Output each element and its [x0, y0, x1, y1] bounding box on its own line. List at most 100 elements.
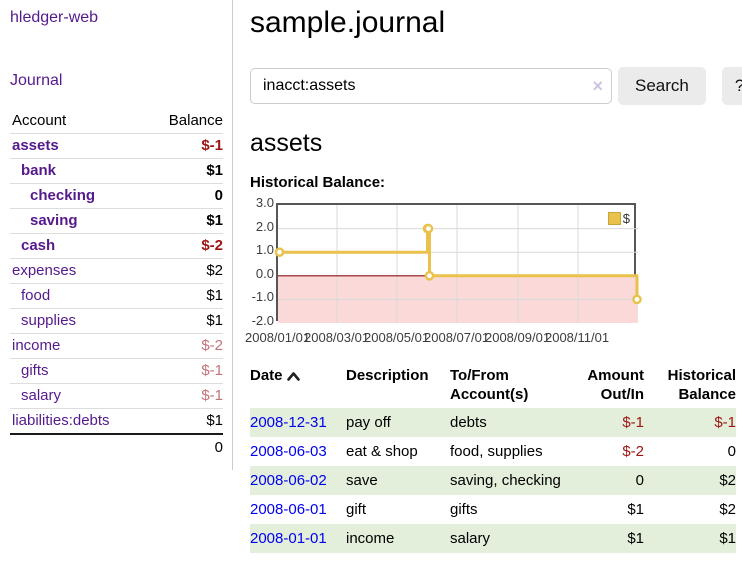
search-button[interactable]: Search	[618, 67, 706, 105]
x-axis-tick: 2008/01/01	[245, 330, 310, 345]
data-point-marker	[276, 249, 283, 256]
account-row: food $1	[10, 283, 223, 308]
transaction-date-link[interactable]: 2008-06-03	[250, 443, 327, 460]
account-row: checking0	[10, 183, 223, 208]
register-cell-accounts: food, supplies	[450, 437, 562, 466]
account-row: expenses $2	[10, 258, 223, 283]
transaction-date-link[interactable]: 2008-12-31	[250, 414, 327, 431]
y-axis-tick: -1.0	[250, 290, 274, 304]
transaction-date-link[interactable]: 2008-01-01	[250, 530, 327, 547]
account-row: cash$-2	[10, 233, 223, 258]
account-balance: $1	[206, 162, 223, 180]
accounts-table-header: Account Balance	[10, 109, 223, 133]
sidebar-account-link[interactable]: income	[10, 337, 60, 355]
register-col-historical-balance: Historical Balance	[644, 364, 736, 408]
nav-journal: Journal	[10, 72, 222, 90]
sidebar-account-link[interactable]: assets	[10, 137, 59, 155]
chart-legend: $	[608, 211, 630, 226]
x-axis-tick: 2008/03/01	[304, 330, 369, 345]
search-input[interactable]	[250, 68, 612, 104]
x-axis-tick: 2008/11/01	[545, 330, 609, 345]
main-content: sample.journal × Search ? assets Histori…	[250, 0, 736, 553]
brand-link[interactable]: hledger-web	[10, 9, 98, 26]
y-axis-tick: 0.0	[250, 267, 274, 281]
register-row: 2008-06-02savesaving, checking0$2	[250, 466, 736, 495]
sidebar-account-link[interactable]: salary	[10, 387, 61, 405]
chart-plot-area: $	[276, 203, 636, 321]
journal-link[interactable]: Journal	[10, 72, 62, 89]
data-point-marker	[633, 296, 640, 303]
account-balance: $1	[206, 212, 223, 230]
sort-ascending-icon	[287, 372, 300, 381]
transaction-date-link[interactable]: 2008-06-01	[250, 501, 327, 518]
clear-search-icon[interactable]: ×	[592, 76, 603, 96]
register-cell-date: 2008-06-03	[250, 437, 346, 466]
sidebar-account-link[interactable]: checking	[10, 187, 95, 205]
y-axis-tick: 3.0	[250, 196, 274, 210]
register-cell-date: 2008-06-02	[250, 466, 346, 495]
accounts-col-balance: Balance	[169, 112, 223, 129]
sidebar-account-link[interactable]: supplies	[10, 312, 76, 330]
register-cell-balance: $2	[644, 495, 736, 524]
sidebar-account-link[interactable]: saving	[10, 212, 78, 230]
account-balance: $-1	[201, 387, 223, 405]
y-axis-tick: -2.0	[250, 314, 274, 328]
account-row: supplies $1	[10, 308, 223, 333]
account-row: gifts$-1	[10, 358, 223, 383]
legend-swatch-icon	[608, 212, 621, 225]
register-cell-accounts: gifts	[450, 495, 562, 524]
search-form: × Search ?	[250, 67, 736, 105]
account-balance: $2	[206, 262, 223, 280]
register-cell-amount: 0	[562, 466, 644, 495]
page-title: sample.journal	[250, 6, 736, 40]
chart-title: Historical Balance:	[250, 174, 736, 191]
account-balance: $1	[206, 312, 223, 330]
register-row: 2008-06-03eat & shopfood, supplies$-20	[250, 437, 736, 466]
register-col-to-from-account-s-: To/From Account(s)	[450, 364, 562, 408]
register-col-date[interactable]: Date	[250, 364, 346, 408]
register-col-amount-out-in: Amount Out/In	[562, 364, 644, 408]
sidebar-account-link[interactable]: expenses	[10, 262, 76, 280]
sidebar-account-link[interactable]: cash	[10, 237, 55, 255]
account-heading: assets	[250, 129, 736, 158]
search-box: ×	[250, 68, 612, 104]
register-row: 2008-06-01 giftgifts$1$2	[250, 495, 736, 524]
register-cell-balance: $-1	[644, 408, 736, 437]
sidebar-account-link[interactable]: liabilities:debts	[10, 412, 110, 430]
sidebar-account-link[interactable]: food	[10, 287, 50, 305]
register-cell-amount: $-1	[562, 408, 644, 437]
accounts-table: Account Balance assets $-1 bank $1 checking0…	[10, 109, 223, 461]
register-cell-accounts: salary	[450, 524, 562, 553]
register-cell-date: 2008-01-01	[250, 524, 346, 553]
register-cell-description: income	[346, 524, 450, 553]
register-cell-accounts: debts	[450, 408, 562, 437]
account-row: assets $-1	[10, 133, 223, 158]
register-cell-balance: 0	[644, 437, 736, 466]
register-cell-description: gift	[346, 495, 450, 524]
register-table: DateDescriptionTo/From Account(s)Amount …	[250, 364, 736, 553]
account-balance: $1	[206, 287, 223, 305]
historical-balance-chart: $ 3.02.01.00.0-1.0-2.02008/01/012008/03/…	[250, 199, 736, 349]
sidebar-account-link[interactable]: gifts	[10, 362, 49, 380]
x-axis-tick: 2008/07/01	[424, 330, 489, 345]
account-balance: $1	[206, 412, 223, 430]
y-axis-tick: 1.0	[250, 243, 274, 257]
register-cell-date: 2008-12-31	[250, 408, 346, 437]
account-balance: $-1	[201, 137, 223, 155]
register-cell-amount: $1	[562, 495, 644, 524]
register-cell-amount: $1	[562, 524, 644, 553]
data-point-marker	[426, 272, 433, 279]
transaction-date-link[interactable]: 2008-06-02	[250, 472, 327, 489]
app-brand: hledger-web	[10, 9, 222, 27]
sidebar-account-link[interactable]: bank	[10, 162, 56, 180]
register-cell-description: pay off	[346, 408, 450, 437]
account-row: liabilities:debts $1	[10, 408, 223, 433]
account-row: saving $1	[10, 208, 223, 233]
y-axis-tick: 2.0	[250, 220, 274, 234]
register-cell-date: 2008-06-01	[250, 495, 346, 524]
data-point-marker	[425, 225, 432, 232]
register-row: 2008-12-31pay offdebts$-1$-1	[250, 408, 736, 437]
help-button[interactable]: ?	[722, 67, 742, 105]
register-col-description: Description	[346, 364, 450, 408]
register-cell-description: eat & shop	[346, 437, 450, 466]
